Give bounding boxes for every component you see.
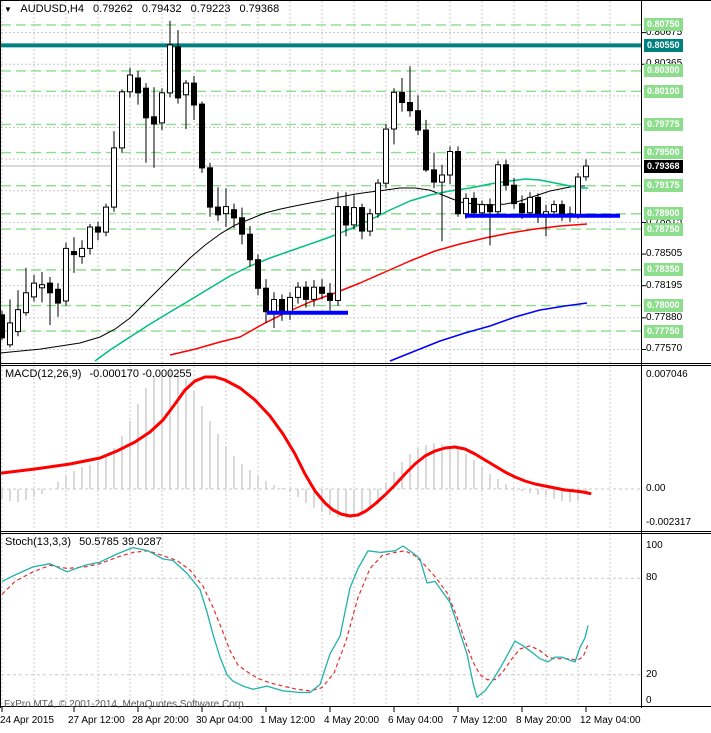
ma-red-line (169, 223, 588, 356)
macd-signal-line (0, 375, 592, 518)
bull-candle-body (39, 284, 45, 289)
bull-candle-body (271, 299, 277, 313)
bear-candle-body (95, 226, 101, 233)
bull-candle-body (383, 128, 389, 184)
bull-candle-body (439, 174, 445, 183)
bull-candle-body (7, 322, 13, 346)
bull-candle-body (575, 176, 581, 218)
bull-candle-body (127, 74, 133, 93)
bull-candle-body (351, 207, 357, 226)
stoch-signal-line (1, 550, 589, 692)
bull-candle-body (23, 292, 29, 314)
stoch-main-line (1, 545, 589, 698)
bear-candle-body (415, 110, 421, 131)
bull-candle-body (119, 91, 125, 149)
bear-candle-body (343, 206, 349, 226)
bull-candle-body (295, 286, 301, 298)
bear-candle-body (207, 167, 213, 208)
bull-candle-body (527, 196, 533, 214)
bear-candle-body (327, 292, 333, 301)
bear-candle-body (135, 77, 141, 94)
bear-candle-body (559, 204, 565, 216)
bear-candle-body (511, 184, 517, 205)
bull-candle-body (111, 147, 117, 208)
bear-candle-body (423, 129, 429, 171)
bear-candle-body (359, 207, 365, 232)
bear-candle-body (487, 204, 493, 213)
bull-candle-body (311, 286, 317, 300)
bear-candle-body (151, 116, 157, 125)
bull-candle-body (583, 165, 589, 178)
bear-candle-body (303, 286, 309, 300)
bear-candle-body (143, 87, 149, 119)
bear-candle-body (407, 102, 413, 112)
bear-candle-body (431, 169, 437, 183)
bear-candle-body (71, 251, 77, 256)
bear-candle-body (471, 197, 477, 214)
bull-candle-body (87, 226, 93, 249)
bear-candle-body (519, 203, 525, 214)
ma-blue-line (389, 302, 588, 362)
bull-candle-body (31, 282, 37, 298)
bull-candle-body (63, 247, 69, 302)
bull-candle-body (183, 82, 189, 96)
bull-candle-body (15, 309, 21, 333)
bull-candle-body (495, 164, 501, 213)
bear-candle-body (55, 288, 61, 304)
bear-candle-body (535, 196, 541, 217)
bear-candle-body (231, 209, 237, 219)
bear-candle-body (247, 233, 253, 261)
bear-candle-body (503, 164, 509, 186)
bear-candle-body (455, 151, 461, 215)
bear-candle-body (239, 217, 245, 235)
bull-candle-body (103, 206, 109, 233)
bear-candle-body (215, 206, 221, 216)
bear-candle-body (0, 314, 5, 339)
bull-candle-body (223, 206, 229, 215)
bull-candle-body (159, 92, 165, 124)
bull-candle-body (479, 204, 485, 214)
bear-candle-body (47, 282, 53, 294)
bull-candle-body (167, 44, 173, 94)
bull-candle-body (375, 182, 381, 215)
bull-candle-body (79, 247, 85, 258)
bull-candle-body (447, 151, 453, 176)
symbol-dropdown-icon[interactable]: ▼ (4, 5, 12, 14)
bear-candle-body (255, 259, 261, 289)
ma-black-line (0, 185, 585, 354)
bull-candle-body (463, 197, 469, 215)
bull-candle-body (391, 91, 397, 130)
bull-candle-body (551, 204, 557, 213)
bear-candle-body (399, 91, 405, 104)
bull-candle-body (287, 296, 293, 314)
bull-candle-body (335, 206, 341, 302)
bear-candle-body (199, 103, 205, 169)
bull-candle-body (367, 213, 373, 232)
bear-candle-body (191, 82, 197, 106)
bear-candle-body (319, 286, 325, 294)
bear-candle-body (263, 287, 269, 313)
bear-candle-body (175, 46, 181, 99)
